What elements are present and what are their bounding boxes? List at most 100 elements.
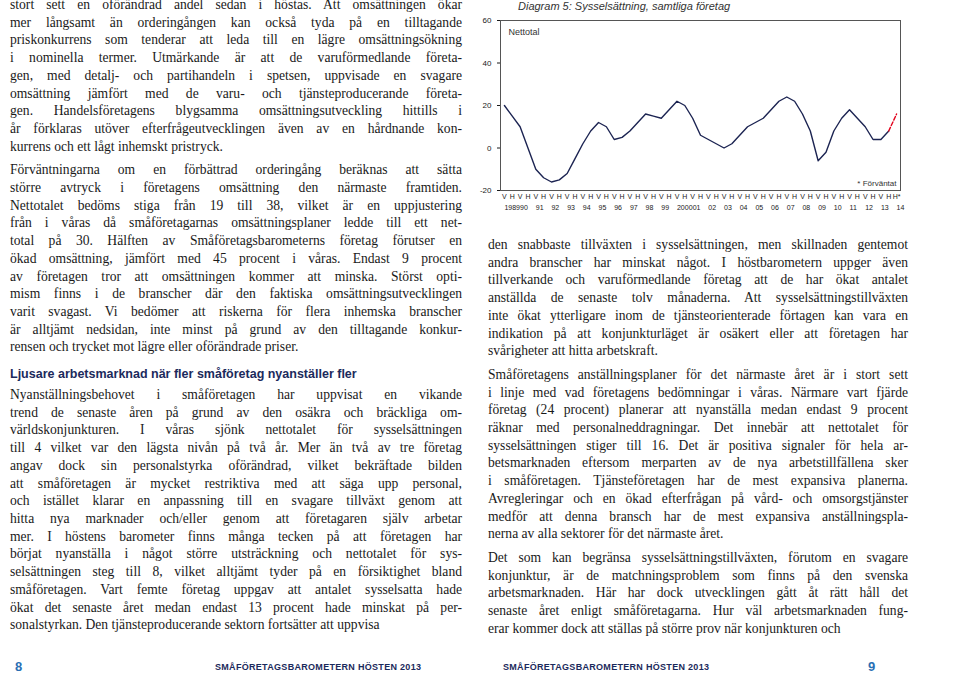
html-text:kurrens och ett lågt inhemskt: kurrens och ett lågt inhemskt pristryck.: [10, 138, 223, 154]
svg-text:99: 99: [661, 204, 669, 211]
svg-text:13: 13: [881, 204, 889, 211]
svg-text:V: V: [659, 193, 664, 200]
svg-text:H: H: [604, 193, 609, 200]
html-text:från i våras då småföretagarna: från i våras då småföretagarnas omsättni…: [10, 215, 462, 231]
html-text:ökad omsättning, jämfört med 4: ökad omsättning, jämfört med 45 procent …: [10, 250, 462, 266]
svg-text:H: H: [776, 193, 781, 200]
svg-text:H: H: [714, 193, 719, 200]
svg-text:H: H: [572, 193, 577, 200]
svg-text:V: V: [722, 193, 727, 200]
svg-text:94: 94: [583, 204, 591, 211]
svg-text:02: 02: [708, 204, 716, 211]
html-text:i nominella termer. Utmärkande: i nominella termer. Utmärkande är att de…: [10, 50, 462, 66]
svg-text:03: 03: [724, 204, 732, 211]
svg-text:H: H: [808, 193, 813, 200]
svg-text:06: 06: [771, 204, 779, 211]
svg-text:V: V: [847, 193, 852, 200]
svg-text:V: V: [690, 193, 695, 200]
svg-text:12: 12: [865, 204, 873, 211]
svg-text:H: H: [855, 193, 860, 200]
svg-text:40: 40: [483, 59, 492, 68]
svg-text:0: 0: [487, 144, 492, 153]
svg-text:H: H: [886, 193, 891, 200]
html-text:av företagen tror att omsättni: av företagen tror att omsättningen komme…: [10, 268, 462, 284]
svg-text:V: V: [533, 193, 538, 200]
svg-text:95: 95: [599, 204, 607, 211]
html-text:är alltjämt nedsidan, inte min: är alltjämt nedsidan, inte minst på grun…: [10, 321, 462, 337]
svg-text:H: H: [871, 193, 876, 200]
svg-text:H: H: [588, 193, 593, 200]
svg-text:V: V: [675, 193, 680, 200]
svg-text:V: V: [581, 193, 586, 200]
svg-text:97: 97: [630, 204, 638, 211]
svg-text:93: 93: [567, 204, 575, 211]
svg-text:98: 98: [646, 204, 654, 211]
svg-text:H: H: [698, 193, 703, 200]
svg-text:V: V: [612, 193, 617, 200]
svg-text:09: 09: [818, 204, 826, 211]
svg-text:08: 08: [802, 204, 810, 211]
html-text:gen. Handelsföretagens blygsam: gen. Handelsföretagens blygsamma omsättn…: [10, 103, 462, 119]
svg-text:H: H: [761, 193, 766, 200]
html-text:omsättning jämfört med de varu: omsättning jämfört med de varu- och tjän…: [10, 85, 462, 101]
svg-text:2000: 2000: [677, 204, 693, 211]
svg-text:H*: H*: [893, 193, 901, 200]
svg-text:H: H: [745, 193, 750, 200]
svg-text:V: V: [628, 193, 633, 200]
svg-text:V: V: [784, 193, 789, 200]
svg-text:H: H: [667, 193, 672, 200]
svg-text:04: 04: [740, 204, 748, 211]
svg-text:14: 14: [897, 204, 905, 211]
html-text:gen, med detalj- och partihand: gen, med detalj- och partihandeln i spet…: [10, 67, 462, 83]
svg-text:H: H: [557, 193, 562, 200]
svg-text:91: 91: [536, 204, 544, 211]
svg-text:V: V: [643, 193, 648, 200]
svg-text:H: H: [792, 193, 797, 200]
svg-text:H: H: [823, 193, 828, 200]
svg-text:11: 11: [850, 204, 857, 211]
svg-text:92: 92: [551, 204, 559, 211]
svg-text:10: 10: [834, 204, 842, 211]
svg-text:07: 07: [787, 204, 795, 211]
svg-text:20: 20: [483, 101, 492, 110]
svg-text:1989: 1989: [504, 204, 520, 211]
html-text:Förväntningarna om en förbättr: Förväntningarna om en förbättrad orderin…: [10, 162, 462, 178]
svg-text:V: V: [596, 193, 601, 200]
svg-text:V: V: [769, 193, 774, 200]
svg-text:H: H: [541, 193, 546, 200]
svg-text:H: H: [651, 193, 656, 200]
svg-text:Nettotal: Nettotal: [509, 27, 540, 37]
svg-text:V: V: [549, 193, 554, 200]
svg-text:60: 60: [483, 16, 492, 25]
html-text:Nettotalet bedöms stiga från 1: Nettotalet bedöms stiga från 19 till 38,…: [10, 197, 462, 213]
html-text:priskonkurrens som tenderar at: priskonkurrens som tenderar att leda til…: [10, 32, 462, 48]
svg-text:V: V: [706, 193, 711, 200]
svg-text:V: V: [816, 193, 821, 200]
html-text:mer långsamt än orderingången: mer långsamt än orderingången kan också …: [10, 14, 462, 30]
svg-text:V: V: [502, 193, 507, 200]
svg-text:* Förväntat: * Förväntat: [857, 179, 897, 188]
svg-text:H: H: [620, 193, 625, 200]
svg-text:V: V: [879, 193, 884, 200]
svg-text:V: V: [831, 193, 836, 200]
svg-text:H: H: [839, 193, 844, 200]
svg-text:H: H: [510, 193, 515, 200]
svg-text:01: 01: [693, 204, 701, 211]
svg-text:-20: -20: [480, 186, 492, 195]
html-text:mism finns i de branscher där: mism finns i de branscher där den faktis…: [10, 286, 462, 302]
svg-text:H: H: [635, 193, 640, 200]
html-text:total på 30. Hälften av Småför: total på 30. Hälften av Småföretagsbarom…: [10, 233, 462, 249]
svg-text:H: H: [682, 193, 687, 200]
svg-text:V: V: [565, 193, 570, 200]
svg-text:V: V: [518, 193, 523, 200]
svg-text:90: 90: [520, 204, 528, 211]
svg-text:V: V: [800, 193, 805, 200]
svg-text:V: V: [863, 193, 868, 200]
svg-text:H: H: [525, 193, 530, 200]
svg-text:V: V: [753, 193, 758, 200]
svg-text:05: 05: [755, 204, 763, 211]
html-text:år förklaras utöver efterfråge: år förklaras utöver efterfrågeutveckling…: [10, 120, 462, 136]
svg-text:H: H: [729, 193, 734, 200]
svg-text:V: V: [737, 193, 742, 200]
svg-text:96: 96: [614, 204, 622, 211]
